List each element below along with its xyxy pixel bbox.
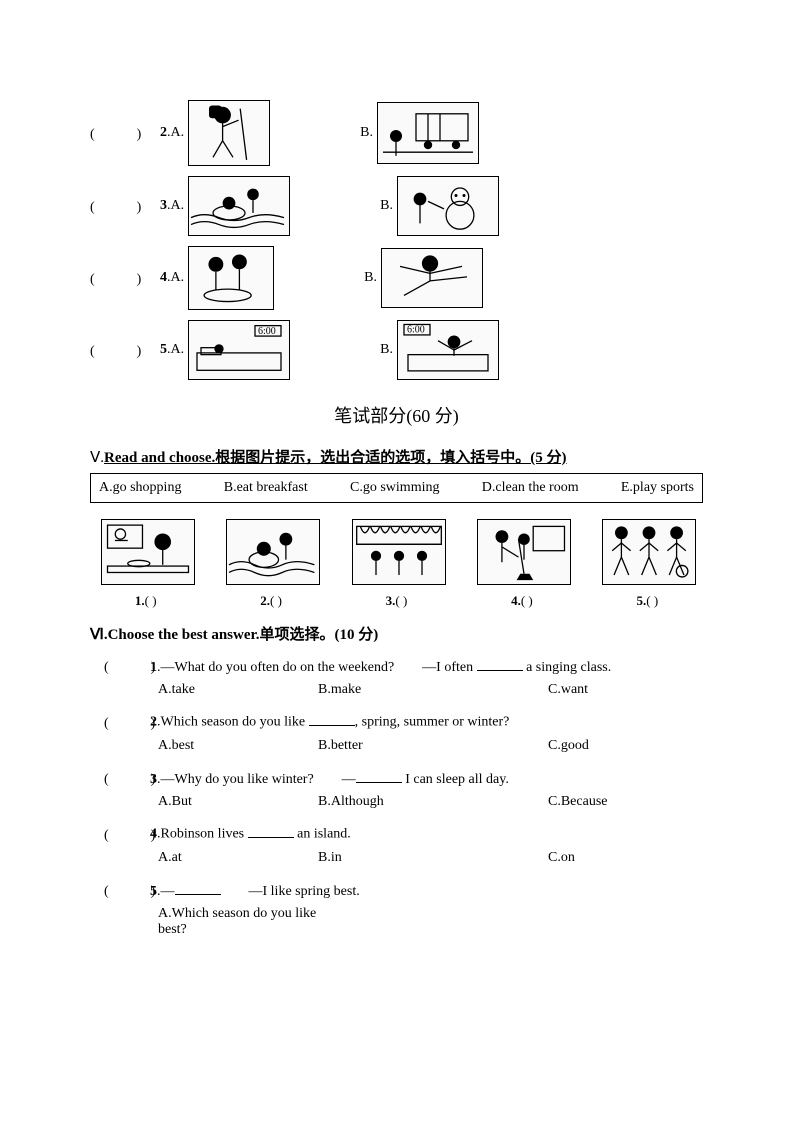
question-2: ( )2.Which season do you like , spring, …	[104, 712, 703, 732]
section-v-image	[602, 519, 696, 585]
option-a-image	[188, 246, 274, 310]
section-v-image	[101, 519, 195, 585]
option-b-label: B.	[360, 125, 373, 141]
section-vi-title: Ⅵ.Choose the best answer.单项选择。(10 分)	[90, 623, 703, 644]
question-text: 5.— —I like spring best.	[150, 880, 703, 900]
answer-blank[interactable]: ( )	[90, 123, 160, 143]
option-b-image: 6:00	[397, 320, 499, 380]
answer-blank[interactable]: ( )	[104, 656, 150, 676]
choice-c[interactable]: C.Because	[548, 794, 703, 810]
question-5: ( )5.— —I like spring best.	[104, 880, 703, 900]
choice-a[interactable]: A.take	[158, 682, 318, 698]
option-a-image	[188, 176, 290, 236]
choice-b[interactable]: B.Although	[318, 794, 548, 810]
choice-b[interactable]: B.make	[318, 682, 548, 698]
question-4-options: A.atB.inC.on	[158, 850, 703, 866]
listening-row-4: ( )4.A. B.	[90, 246, 703, 310]
fill-blank[interactable]	[248, 824, 294, 838]
option-c: C.go swimming	[350, 480, 439, 496]
question-text: 2.Which season do you like , spring, sum…	[150, 712, 703, 732]
choice-a[interactable]: A.But	[158, 794, 318, 810]
listening-row-2: ( )2.A. B.	[90, 100, 703, 166]
section-v-answer-blank[interactable]: 5.( )	[592, 593, 703, 609]
section-v-item-1: 1.( )	[90, 519, 201, 609]
option-a-label: .A.	[167, 270, 184, 286]
question-1: ( )1.—What do you often do on the weeken…	[104, 656, 703, 676]
option-b-image	[381, 248, 483, 308]
answer-blank[interactable]: ( )	[104, 768, 150, 788]
section-v-image	[477, 519, 571, 585]
section-v-answer-blank[interactable]: 3.( )	[341, 593, 452, 609]
option-d: D.clean the room	[482, 480, 579, 496]
option-a-label: .A.	[167, 342, 184, 358]
choice-c[interactable]: C.want	[548, 682, 703, 698]
option-a-image	[188, 100, 270, 166]
choice-a[interactable]: A.Which season do you like best?	[158, 906, 318, 938]
choice-b[interactable]: B.in	[318, 850, 548, 866]
section-v-answer-blank[interactable]: 4.( )	[466, 593, 577, 609]
option-b-image	[377, 102, 479, 164]
question-number: 4	[160, 270, 167, 286]
fill-blank[interactable]	[309, 712, 355, 726]
section-v-item-5: 5.( )	[592, 519, 703, 609]
answer-blank[interactable]: ( )	[90, 196, 160, 216]
option-a-image: 6:00	[188, 320, 290, 380]
question-number: 3	[160, 198, 167, 214]
listening-row-3: ( )3.A. B.	[90, 176, 703, 236]
option-b-label: B.	[380, 198, 393, 214]
svg-text:6:00: 6:00	[407, 325, 425, 336]
section-v-answer-blank[interactable]: 1.( )	[90, 593, 201, 609]
answer-blank[interactable]: ( )	[90, 340, 160, 360]
option-a: A.go shopping	[99, 480, 181, 496]
answer-blank[interactable]: ( )	[104, 880, 150, 900]
section-v-title: Ⅴ.Read and choose.根据图片提示，选出合适的选项，填入括号中。(…	[90, 446, 703, 467]
fill-blank[interactable]	[356, 769, 402, 783]
question-3: ( )3.—Why do you like winter? — I can sl…	[104, 768, 703, 788]
section-v-item-2: 2.( )	[215, 519, 326, 609]
choice-a[interactable]: A.best	[158, 738, 318, 754]
option-e: E.play sports	[621, 480, 694, 496]
choice-c[interactable]: C.on	[548, 850, 703, 866]
choice-a[interactable]: A.at	[158, 850, 318, 866]
option-b-label: B.	[364, 270, 377, 286]
question-number: 5	[160, 342, 167, 358]
question-1-options: A.takeB.makeC.want	[158, 682, 703, 698]
answer-blank[interactable]: ( )	[90, 268, 160, 288]
question-text: 1.—What do you often do on the weekend? …	[150, 656, 703, 676]
section-v-image	[352, 519, 446, 585]
question-text: 3.—Why do you like winter? — I can sleep…	[150, 768, 703, 788]
fill-blank[interactable]	[175, 881, 221, 895]
option-a-label: .A.	[167, 125, 184, 141]
option-b-image	[397, 176, 499, 236]
choice-c[interactable]: C.good	[548, 738, 703, 754]
section-v-answer-blank[interactable]: 2.( )	[215, 593, 326, 609]
choice-b[interactable]: B.better	[318, 738, 548, 754]
section-v-item-4: 4.( )	[466, 519, 577, 609]
listening-row-5: ( )5.A. 6:00 B. 6:00	[90, 320, 703, 380]
option-a-label: .A.	[167, 198, 184, 214]
section-v-options-box: A.go shopping B.eat breakfast C.go swimm…	[90, 473, 703, 503]
section-v-item-3: 3.( )	[341, 519, 452, 609]
section-v-images-row: 1.( ) 2.( ) 3.( ) 4.( ) 5.( )	[90, 519, 703, 609]
option-b-label: B.	[380, 342, 393, 358]
option-b: B.eat breakfast	[224, 480, 308, 496]
question-text: 4.Robinson lives an island.	[150, 824, 703, 844]
section-v-image	[226, 519, 320, 585]
question-3-options: A.ButB.AlthoughC.Because	[158, 794, 703, 810]
written-section-title: 笔试部分(60 分)	[90, 402, 703, 428]
answer-blank[interactable]: ( )	[104, 712, 150, 732]
question-4: ( )4.Robinson lives an island.	[104, 824, 703, 844]
question-number: 2	[160, 125, 167, 141]
svg-text:6:00: 6:00	[258, 326, 276, 337]
fill-blank[interactable]	[477, 657, 523, 671]
question-2-options: A.bestB.betterC.good	[158, 738, 703, 754]
answer-blank[interactable]: ( )	[104, 824, 150, 844]
question-5-options: A.Which season do you like best?	[158, 906, 703, 938]
